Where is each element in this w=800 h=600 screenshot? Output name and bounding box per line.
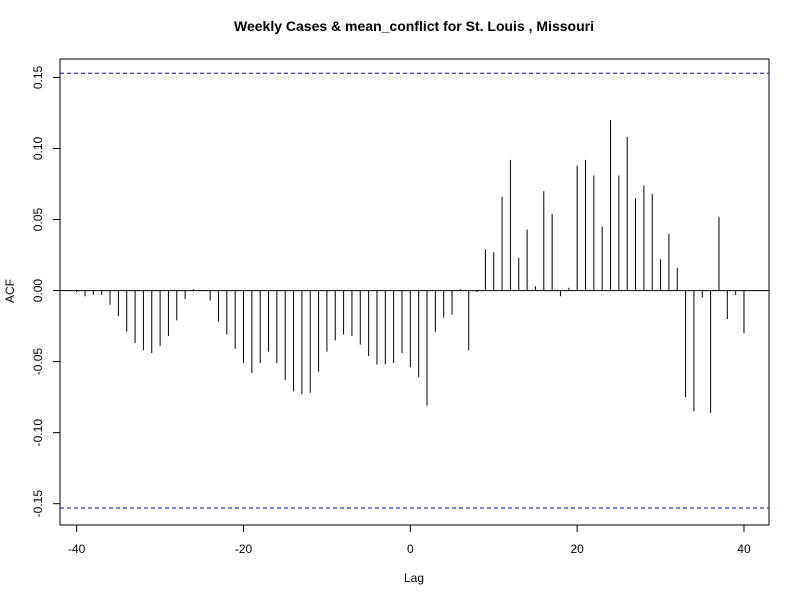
y-tick-label: 0.00 <box>31 279 45 303</box>
x-tick-label: 20 <box>570 542 584 556</box>
x-tick-label: -20 <box>235 542 253 556</box>
y-tick-label: -0.05 <box>31 348 45 376</box>
y-axis-label: ACF <box>3 279 17 303</box>
x-axis-label: Lag <box>404 571 424 585</box>
y-tick-label: -0.10 <box>31 419 45 447</box>
y-tick-label: -0.15 <box>31 490 45 518</box>
chart-title: Weekly Cases & mean_conflict for St. Lou… <box>234 18 594 34</box>
plot-frame <box>59 58 770 526</box>
x-tick-label: 0 <box>407 542 414 556</box>
y-tick-label: 0.15 <box>31 65 45 89</box>
x-tick-label: 40 <box>737 542 751 556</box>
chart-marks: -40 -20 0 20 40 -0.15 -0.10 -0.05 0.00 0.05 0.10 0.… <box>31 65 769 556</box>
y-tick-label: 0.10 <box>31 137 45 161</box>
x-tick-label: -40 <box>68 542 86 556</box>
y-tick-label: 0.05 <box>31 208 45 232</box>
